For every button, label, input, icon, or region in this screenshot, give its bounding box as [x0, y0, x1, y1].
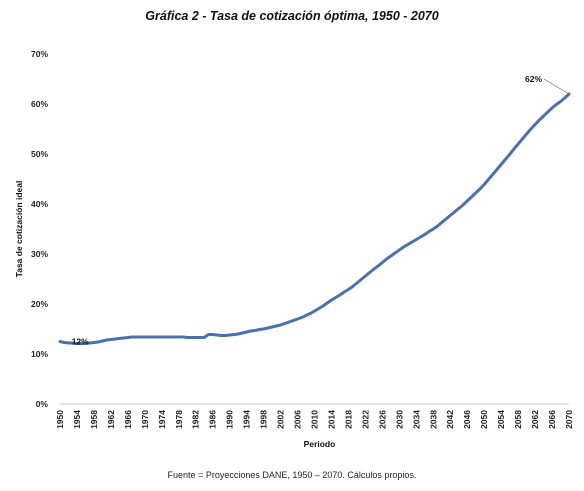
x-tick-label: 2046 — [462, 410, 472, 429]
x-axis-ticks: 1950 1954 1958 1962 1966 1970 1974 1978 1982 1986… — [55, 410, 574, 429]
annotation-leader-line — [543, 78, 570, 95]
x-tick-label: 1962 — [106, 410, 116, 429]
x-tick-label: 1958 — [89, 410, 99, 429]
x-tick-label: 2038 — [428, 410, 438, 429]
x-tick-label: 2050 — [479, 410, 489, 429]
x-tick-label: 1950 — [55, 410, 65, 429]
x-tick-label: 2022 — [360, 410, 370, 429]
x-tick-label: 2026 — [377, 410, 387, 429]
y-tick-label: 20% — [31, 299, 48, 309]
source-note: Fuente = Proyecciones DANE, 1950 – 2070.… — [167, 470, 417, 480]
y-tick-label: 50% — [31, 149, 48, 159]
x-tick-label: 2010 — [310, 410, 320, 429]
x-tick-label: 1986 — [208, 410, 218, 429]
x-tick-label: 1966 — [123, 410, 133, 429]
y-tick-label: 70% — [31, 49, 48, 59]
x-tick-label: 1978 — [174, 410, 184, 429]
y-tick-label: 30% — [31, 249, 48, 259]
y-axis-title: Tasa de cotización ideal — [14, 181, 24, 278]
x-tick-label: 2066 — [547, 410, 557, 429]
y-tick-label: 60% — [31, 99, 48, 109]
x-tick-label: 1954 — [72, 410, 82, 429]
y-tick-label: 10% — [31, 349, 48, 359]
x-tick-label: 1998 — [259, 410, 269, 429]
x-tick-label: 2034 — [411, 410, 421, 429]
annotation-end-label: 62% — [525, 74, 542, 84]
x-tick-label: 1990 — [225, 410, 235, 429]
annotation-start-label: 12% — [72, 337, 89, 347]
x-tick-label: 2006 — [293, 410, 303, 429]
x-tick-label: 2018 — [343, 410, 353, 429]
x-tick-label: 2058 — [513, 410, 523, 429]
x-tick-label: 1974 — [157, 410, 167, 429]
x-tick-label: 1994 — [242, 410, 252, 429]
x-tick-label: 2002 — [276, 410, 286, 429]
x-tick-label: 2070 — [564, 410, 574, 429]
x-tick-label: 2062 — [530, 410, 540, 429]
y-axis-ticks: 0% 10% 20% 30% 40% 50% 60% 70% — [31, 49, 48, 409]
x-tick-label: 2054 — [496, 410, 506, 429]
y-tick-label: 0% — [36, 399, 49, 409]
series-line — [58, 92, 571, 345]
chart-title: Gráfica 2 - Tasa de cotización óptima, 1… — [145, 9, 439, 23]
x-axis-title: Periodo — [304, 439, 336, 449]
x-tick-label: 2042 — [445, 410, 455, 429]
x-tick-label: 2030 — [394, 410, 404, 429]
y-tick-label: 40% — [31, 199, 48, 209]
x-tick-label: 2014 — [326, 410, 336, 429]
x-tick-label: 1982 — [191, 410, 201, 429]
x-tick-label: 1970 — [140, 410, 150, 429]
